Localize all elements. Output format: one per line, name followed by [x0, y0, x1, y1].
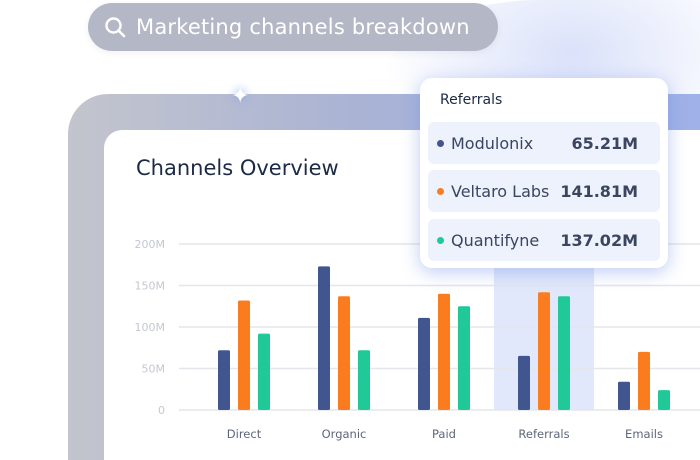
- bar-quantifyne-referrals: [558, 296, 570, 410]
- bar-modulonix-emails: [618, 381, 630, 410]
- y-tick-label: 50M: [142, 363, 166, 376]
- chart-title: Channels Overview: [136, 156, 339, 180]
- tooltip-row-veltaro-labs: Veltaro Labs 141.81M: [428, 170, 660, 212]
- legend-dot: [437, 139, 444, 147]
- series-value: 141.81M: [560, 181, 638, 201]
- series-name: Modulonix: [451, 133, 534, 153]
- y-tick-label: 200M: [135, 238, 166, 251]
- y-tick-label: 150M: [135, 280, 166, 293]
- search-query: Marketing channels breakdown: [136, 15, 470, 39]
- bar-veltaro-labs-direct: [238, 300, 250, 410]
- x-tick-label: Organic: [322, 427, 367, 441]
- legend-dot: [437, 236, 444, 244]
- tooltip-row-quantifyne: Quantifyne 137.02M: [428, 219, 660, 261]
- tooltip-row-modulonix: Modulonix 65.21M: [428, 122, 660, 164]
- tooltip-title: Referrals: [440, 92, 503, 108]
- bar-veltaro-labs-paid: [438, 293, 450, 410]
- series-name: Quantifyne: [451, 230, 540, 250]
- sparkle-icon: ✦: [231, 84, 250, 109]
- x-tick-label: Direct: [227, 427, 262, 441]
- bar-modulonix-referrals: [518, 355, 530, 410]
- bar-quantifyne-emails: [658, 390, 670, 410]
- y-tick-label: 0: [158, 404, 165, 417]
- series-value: 137.02M: [560, 230, 638, 250]
- chart-tooltip: Referrals Modulonix 65.21M Veltaro Labs …: [420, 78, 668, 268]
- x-tick-label: Paid: [432, 427, 456, 441]
- bar-modulonix-paid: [418, 317, 430, 410]
- search-icon: [105, 17, 126, 38]
- bar-quantifyne-direct: [258, 333, 270, 410]
- bar-veltaro-labs-emails: [638, 351, 650, 410]
- x-tick-label: Emails: [625, 427, 663, 441]
- legend-dot: [437, 187, 444, 195]
- y-tick-label: 100M: [135, 321, 166, 334]
- bar-veltaro-labs-organic: [338, 296, 350, 410]
- series-value: 65.21M: [571, 133, 638, 153]
- bar-modulonix-organic: [318, 266, 330, 410]
- series-name: Veltaro Labs: [451, 181, 550, 201]
- x-tick-label: Referrals: [518, 427, 569, 441]
- bar-modulonix-direct: [218, 350, 230, 410]
- bar-quantifyne-paid: [458, 306, 470, 410]
- bar-quantifyne-organic: [358, 350, 370, 410]
- search-bar[interactable]: Marketing channels breakdown: [88, 3, 498, 51]
- bar-veltaro-labs-referrals: [538, 292, 550, 410]
